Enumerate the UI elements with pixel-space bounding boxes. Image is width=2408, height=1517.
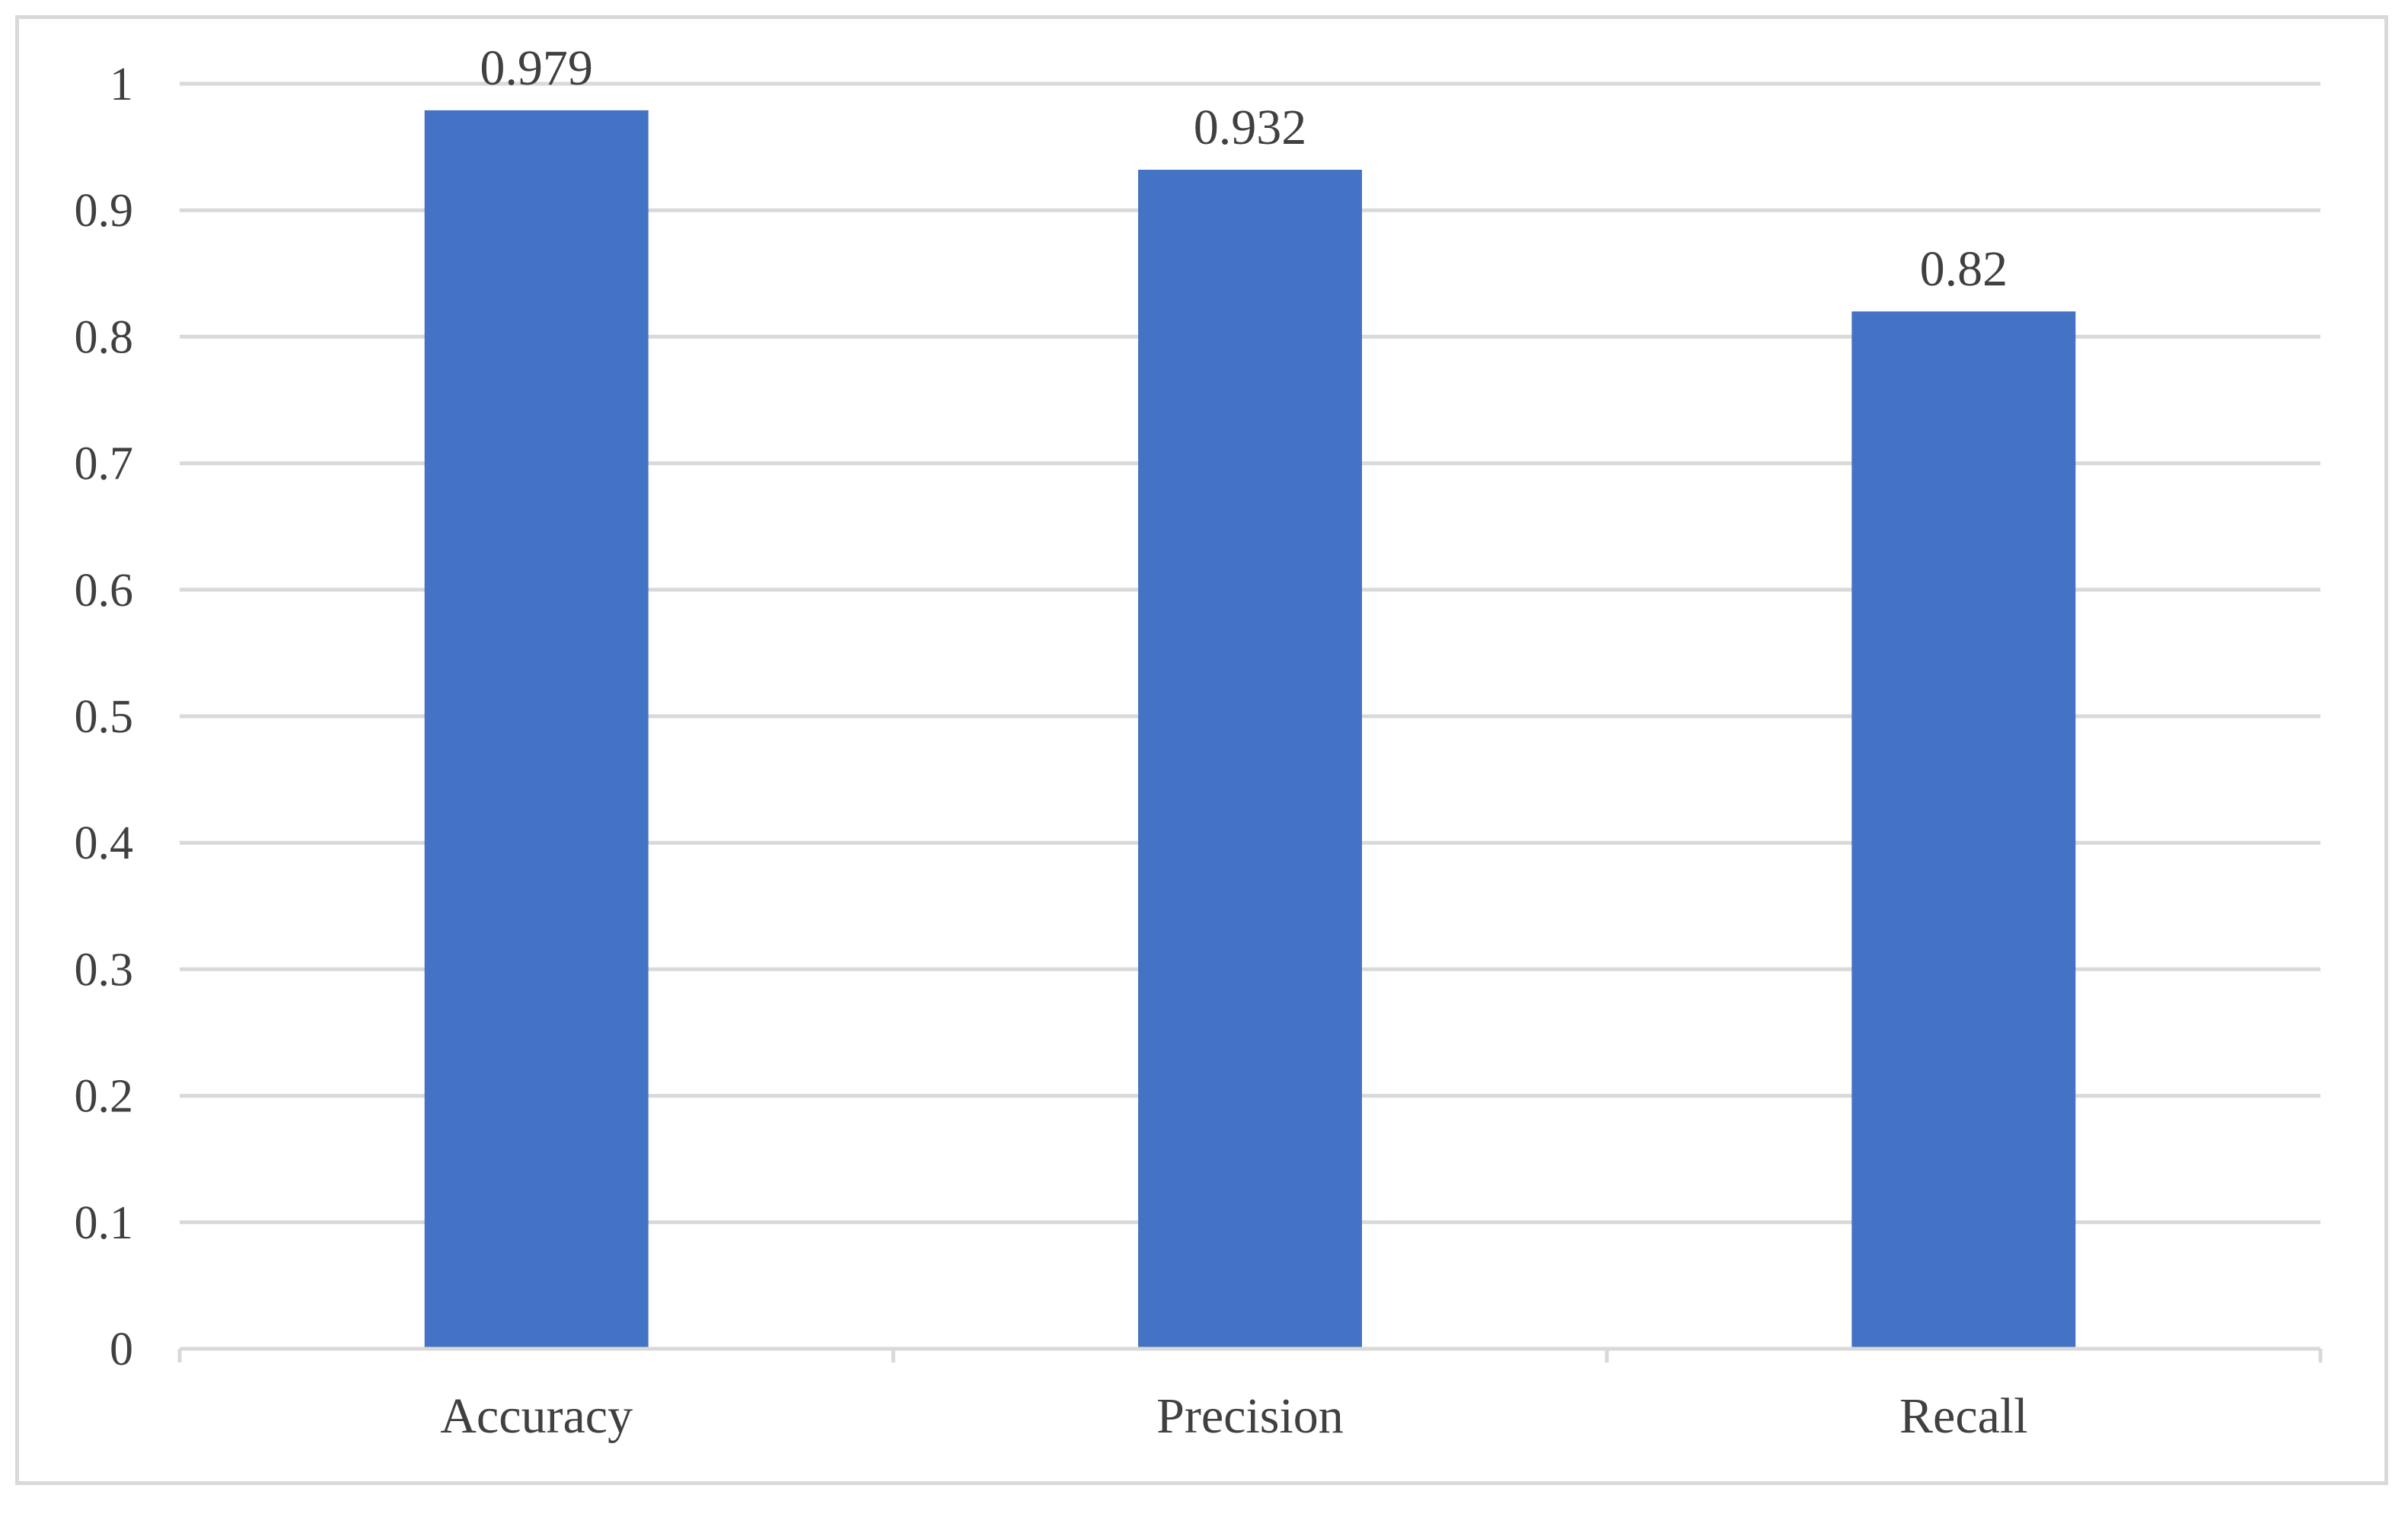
y-tick-label: 0.9 xyxy=(75,185,134,237)
y-tick-label: 0.4 xyxy=(75,817,134,869)
x-axis xyxy=(177,1346,2323,1362)
y-tick-label: 0.5 xyxy=(75,691,134,743)
bar-recall xyxy=(1851,311,2076,1349)
bar-precision xyxy=(1138,170,1362,1350)
data-labels: 0.979 0.932 0.82 xyxy=(480,40,2008,297)
y-tick-label: 0.6 xyxy=(75,565,134,617)
data-label-recall: 0.82 xyxy=(1920,241,2008,297)
y-tick-label: 0.1 xyxy=(75,1197,134,1249)
category-label-precision: Precision xyxy=(1156,1388,1344,1444)
data-label-accuracy: 0.979 xyxy=(480,40,593,96)
y-tick-label: 0 xyxy=(110,1324,133,1375)
y-tick-label: 1 xyxy=(110,59,133,110)
y-tick-label: 0.8 xyxy=(75,311,134,363)
y-tick-label: 0.2 xyxy=(75,1071,134,1123)
bar-accuracy xyxy=(424,110,649,1350)
x-axis-category-labels: Accuracy Precision Recall xyxy=(440,1388,2027,1444)
y-tick-label: 0.7 xyxy=(75,438,134,490)
category-label-recall: Recall xyxy=(1899,1388,2028,1444)
bars xyxy=(424,110,2076,1350)
y-axis-tick-labels: 0 0.1 0.2 0.3 0.4 0.5 0.6 0.7 0.8 0.9 1 xyxy=(75,59,134,1375)
y-tick-label: 0.3 xyxy=(75,944,134,996)
category-label-accuracy: Accuracy xyxy=(440,1388,633,1444)
data-label-precision: 0.932 xyxy=(1194,100,1307,155)
